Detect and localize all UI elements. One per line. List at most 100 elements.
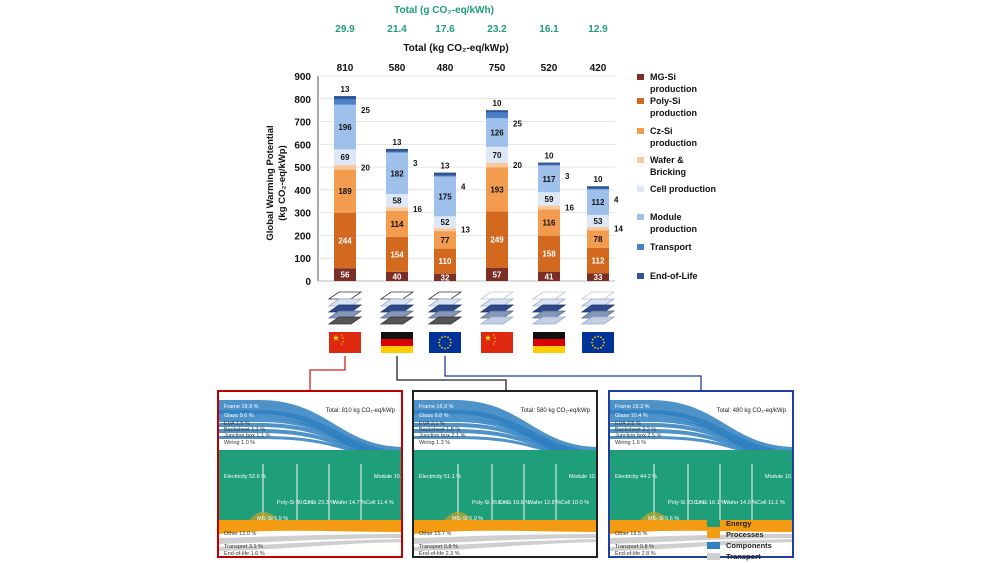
legend-swatch <box>707 520 720 527</box>
bar-segment <box>538 235 560 272</box>
flag-star <box>591 341 593 344</box>
data-label: 112 <box>592 198 605 207</box>
flag-germany <box>533 332 565 353</box>
sankey-label-wiring: Wiring 1.3 % <box>419 440 451 446</box>
flag-star <box>591 344 594 347</box>
sankey-label-czsi: Cz-Si 16.1 % <box>694 500 727 506</box>
sankey-total: Total: 810 kg CO₂-eq/kWp <box>325 408 395 414</box>
sankey-label-electricity: Electricity 51.1 % <box>419 474 462 480</box>
data-label: 249 <box>490 236 504 245</box>
sankey-energy-flow <box>219 450 401 520</box>
sankey-mgsi-flow <box>444 511 469 520</box>
sankey-label-backsheet: Backsheet 1.1 % <box>224 427 266 433</box>
data-label: 244 <box>338 236 352 245</box>
sankey-mgsi-flow <box>640 511 665 520</box>
sankey-label-other: Other 19.5 % <box>615 531 648 537</box>
y-tick-label: 0 <box>305 277 311 288</box>
flag-star <box>493 340 497 343</box>
module-layer <box>379 291 415 300</box>
sankey-label-wafer: Wafer 12.8 % <box>528 500 562 506</box>
sankey-label-polysi: Poly-Si 30.1 % <box>277 500 314 506</box>
flag-star <box>591 338 594 341</box>
bar-segment <box>486 162 508 168</box>
sankey-transport-flow <box>219 534 401 544</box>
y-tick-label: 100 <box>294 254 311 265</box>
flag-star <box>493 336 497 339</box>
flag-field <box>329 332 361 353</box>
flag-star <box>444 347 446 350</box>
y-tick-label: 600 <box>294 140 311 151</box>
sankey-label-polysi: Poly-Si 23.1 % <box>668 500 705 506</box>
flag-stripe-red <box>533 339 565 346</box>
y-tick-label: 500 <box>294 163 311 174</box>
connector-lines <box>309 356 702 390</box>
flag-stripe-gold <box>533 346 565 353</box>
module-layer <box>427 291 463 300</box>
flow-legend: Energy Processes Components Transport <box>707 518 772 562</box>
data-label: 25 <box>513 119 522 128</box>
kwp-value: 580 <box>389 63 406 74</box>
flag-stripe-black <box>533 332 565 339</box>
data-label: 20 <box>361 163 370 172</box>
bar-segment <box>386 236 408 272</box>
kwh-header: Total (g CO₂-eq/kWh) <box>394 5 494 16</box>
legend-swatch <box>707 531 720 538</box>
sankey-label-module: Module 10.0 % <box>374 474 402 480</box>
sankey-label-frame: Frame 16.9 % <box>419 404 454 410</box>
flag-star <box>447 346 449 349</box>
legend-swatch <box>637 244 644 250</box>
sankey-label-module: Module 10.0 % <box>569 474 597 480</box>
flag-eu <box>429 332 461 353</box>
bar-segment <box>434 175 456 177</box>
sankey-label-other: Other 12.0 % <box>224 531 257 537</box>
data-label: 77 <box>441 236 450 245</box>
bar-segment <box>587 227 609 231</box>
flag-field <box>582 332 614 353</box>
legend-label: End-of-Life <box>650 271 698 281</box>
data-label: 56 <box>341 271 350 280</box>
sankey-panel-china: Total: 810 kg CO₂-eq/kWp Frame 16.9 % Gla… <box>217 390 403 558</box>
legend-label: Poly-Si <box>650 96 681 106</box>
sankey-label-wafer: Wafer 14.0 % <box>724 500 758 506</box>
flag-field <box>429 332 461 353</box>
flag-star <box>597 347 599 350</box>
data-label: 10 <box>545 152 554 161</box>
kwp-value: 810 <box>337 63 354 74</box>
y-tick-label: 800 <box>294 95 311 106</box>
sankey-transport-flow <box>414 534 596 544</box>
data-label: 158 <box>542 250 556 259</box>
legend-label: Transport <box>650 242 692 252</box>
data-label: 10 <box>594 175 603 184</box>
y-axis-title-line1: Global Warming Potential <box>265 125 276 240</box>
bar-segment <box>486 268 508 281</box>
module-layer <box>479 316 515 325</box>
bar-segment <box>386 152 408 194</box>
connector-line <box>396 356 507 390</box>
bar-segment <box>386 207 408 211</box>
legend-swatch <box>637 128 644 134</box>
flag-star <box>341 340 345 343</box>
kwp-value: 520 <box>541 63 558 74</box>
legend-swatch <box>637 273 644 279</box>
data-label: 196 <box>338 123 352 132</box>
data-label: 110 <box>439 257 452 266</box>
sankey-mgsi-flow <box>249 511 274 520</box>
data-label: 114 <box>391 220 404 229</box>
bar-segment <box>334 268 356 281</box>
data-label: 16 <box>413 205 422 214</box>
sankey-label-jbox: Junction box 1.1 % <box>224 433 271 439</box>
sankey-label-eol: End-of-life 2.8 % <box>615 551 656 557</box>
data-label: 193 <box>490 185 504 194</box>
sankey-label-eva: EVA 2.5 % <box>615 421 641 427</box>
y-tick-label: 300 <box>294 209 311 220</box>
legend-swatch <box>707 553 720 560</box>
module-layer <box>580 316 616 325</box>
bar-segment <box>486 112 508 119</box>
sankey-label-transport: Transport 3.1 % <box>224 544 263 550</box>
sankey-label-cell: Cell 11.1 % <box>757 500 785 506</box>
flag-star <box>449 344 452 347</box>
sankey-process-flow <box>610 520 792 534</box>
sankey-label-frame: Frame 16.9 % <box>224 404 259 410</box>
sankey-label-eol: End-of-life 2.3 % <box>419 551 460 557</box>
sankey-flows <box>414 400 596 551</box>
